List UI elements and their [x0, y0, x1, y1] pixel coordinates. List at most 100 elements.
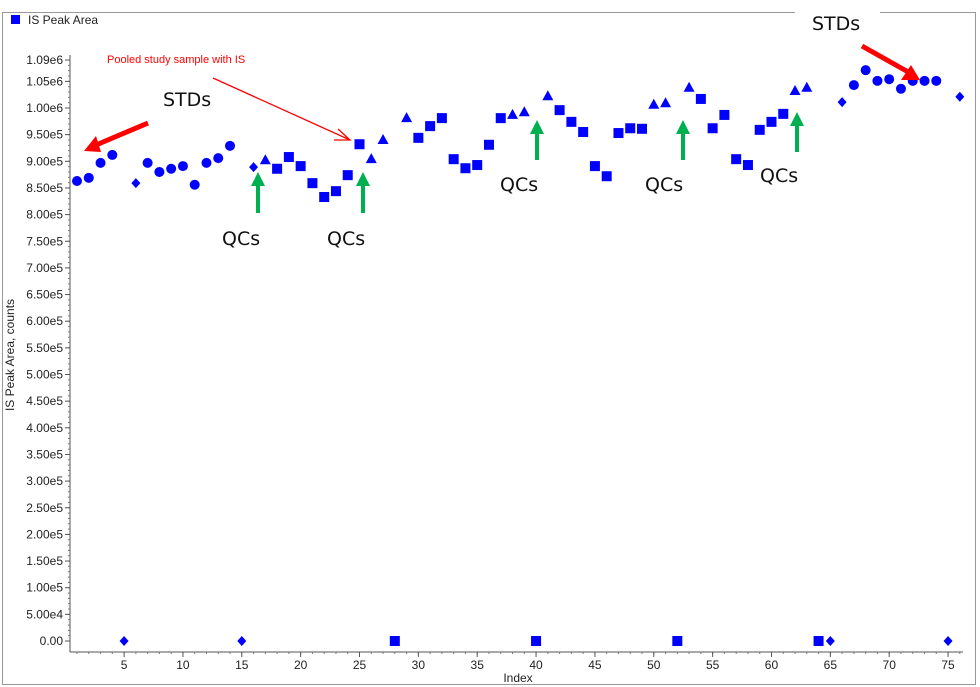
data-point-circle [225, 140, 236, 151]
y-tick-label: 4.50e5 [26, 394, 63, 408]
stds-right-arrow [860, 43, 912, 76]
data-point-circle [884, 74, 895, 85]
data-point-triangle [789, 84, 801, 95]
data-point-triangle [365, 153, 377, 164]
data-points [72, 65, 965, 646]
data-point-square [601, 171, 612, 182]
data-point-triangle [648, 98, 660, 109]
y-tick-label: 9.50e5 [26, 128, 63, 142]
data-point-square [483, 139, 494, 150]
data-point-circle [189, 179, 200, 190]
data-point-triangle [660, 97, 672, 108]
y-tick-label: 1.05e6 [26, 74, 63, 88]
data-point-triangle [259, 154, 271, 165]
y-tick-label: 9.00e5 [26, 154, 63, 168]
data-point-triangle [401, 112, 413, 123]
legend-label: IS Peak Area [28, 13, 98, 27]
data-point-square [272, 163, 283, 174]
data-point-circle [107, 149, 118, 160]
legend: IS Peak Area [11, 13, 98, 27]
data-point-square [460, 163, 471, 174]
data-point-square [295, 161, 306, 172]
qc-label: QCs [327, 228, 365, 250]
data-point-circle [931, 75, 942, 86]
pooled-arrow [212, 77, 351, 141]
x-tick-label: 15 [235, 658, 249, 672]
y-tick-label: 8.50e5 [26, 181, 63, 195]
data-point-square [695, 93, 706, 104]
data-point-square [813, 636, 824, 646]
data-point-square [566, 116, 577, 127]
qc-arrowhead [790, 112, 804, 126]
stds-left-arrow [95, 120, 149, 148]
data-point-square [707, 123, 718, 134]
pooled-label: Pooled study sample with IS [107, 54, 245, 66]
qc-arrowhead [356, 172, 370, 186]
qc-label: QCs [645, 174, 683, 196]
qc-label: QCs [760, 165, 798, 187]
x-tick-label: 50 [647, 658, 661, 672]
data-point-circle [919, 75, 930, 86]
y-tick-label: 7.00e5 [26, 261, 63, 275]
y-tick-label: 5.50e5 [26, 341, 63, 355]
data-point-square [672, 636, 683, 646]
data-point-diamond [955, 91, 965, 102]
data-point-circle [213, 153, 224, 164]
data-point-square [319, 192, 330, 203]
y-tick-label: 6.00e5 [26, 314, 63, 328]
data-point-diamond [943, 636, 953, 646]
stds-left-arrowhead [84, 136, 101, 152]
data-point-square [637, 123, 648, 134]
y-tick-label: 8.00e5 [26, 208, 63, 222]
data-point-square [342, 170, 353, 181]
x-tick-label: 30 [412, 658, 426, 672]
data-point-diamond [131, 178, 141, 189]
data-point-square [425, 121, 436, 132]
data-point-square [448, 154, 459, 165]
data-point-diamond [837, 97, 847, 108]
data-point-triangle [518, 106, 530, 117]
data-point-circle [872, 75, 883, 86]
annotations: STDs STDs Pooled study sample with IS QC… [84, 2, 920, 250]
x-tick-label: 40 [529, 658, 543, 672]
qc-label: QCs [500, 174, 538, 196]
data-point-square [531, 636, 542, 646]
data-point-circle [895, 83, 906, 94]
data-point-square [625, 123, 636, 134]
data-point-square [472, 160, 483, 171]
y-tick-label: 5.00e5 [26, 368, 63, 382]
x-tick-label: 75 [941, 658, 955, 672]
y-tick-label: 2.00e5 [26, 527, 63, 541]
y-tick-label: 1.50e5 [26, 554, 63, 568]
data-point-circle [177, 161, 188, 172]
data-point-square [389, 636, 400, 646]
legend-swatch [11, 15, 20, 24]
y-tick-label: 3.50e5 [26, 447, 63, 461]
data-point-square [589, 161, 600, 172]
y-tick-label: 1.00e5 [26, 581, 63, 595]
y-tick-label: 6.50e5 [26, 288, 63, 302]
x-tick-label: 55 [706, 658, 720, 672]
qc-arrowhead [530, 120, 544, 134]
qc-arrowhead [676, 120, 690, 134]
x-tick-label: 10 [176, 658, 190, 672]
data-point-triangle [542, 90, 554, 101]
x-tick-label: 5 [121, 658, 128, 672]
qc-annotations: QCs QCs QCs QCs QCs [222, 112, 804, 250]
x-axis-label: Index [503, 671, 532, 685]
y-tick-label: 1.09e6 [26, 53, 63, 67]
data-point-circle [860, 65, 871, 76]
chart-frame [2, 12, 976, 685]
stds-right-label: STDs [812, 13, 860, 35]
y-tick-label: 7.50e5 [26, 234, 63, 248]
data-point-square [742, 160, 753, 171]
data-point-square [578, 126, 589, 137]
data-point-square [283, 152, 294, 163]
x-tick-label: 45 [588, 658, 602, 672]
data-point-square [613, 128, 624, 139]
data-point-diamond [825, 636, 835, 646]
data-point-square [554, 105, 565, 116]
y-tick-label: 3.00e5 [26, 474, 63, 488]
data-point-square [436, 113, 447, 124]
